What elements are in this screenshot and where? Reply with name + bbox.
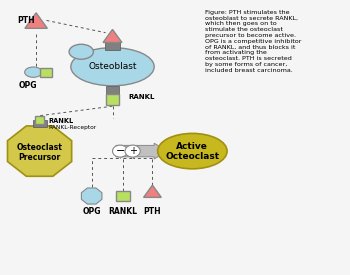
- Text: Precursor: Precursor: [19, 153, 61, 162]
- Text: Osteoclast: Osteoclast: [17, 142, 63, 152]
- Text: Octeoclast: Octeoclast: [165, 152, 219, 161]
- Text: RANKL: RANKL: [128, 94, 154, 100]
- Text: +: +: [129, 146, 137, 156]
- Ellipse shape: [71, 48, 154, 86]
- Bar: [35, 116, 44, 124]
- Ellipse shape: [69, 44, 93, 59]
- Ellipse shape: [158, 133, 227, 169]
- Polygon shape: [103, 29, 122, 43]
- Text: OPG: OPG: [82, 207, 101, 216]
- Text: −: −: [116, 146, 125, 156]
- Text: Osteoblast: Osteoblast: [88, 62, 137, 71]
- Polygon shape: [82, 188, 102, 204]
- Bar: [106, 86, 119, 94]
- Bar: [40, 68, 51, 77]
- Text: Figure: PTH stimulates the
osteoblast to secrete RANKL,
which then goes on to
st: Figure: PTH stimulates the osteoblast to…: [204, 10, 301, 73]
- Polygon shape: [7, 126, 72, 176]
- Text: RANKL-Receptor: RANKL-Receptor: [48, 125, 96, 130]
- Ellipse shape: [25, 67, 42, 77]
- Polygon shape: [144, 185, 161, 197]
- Polygon shape: [25, 13, 47, 28]
- Bar: [116, 191, 130, 201]
- FancyArrow shape: [116, 143, 167, 159]
- Bar: [106, 94, 119, 104]
- Text: OPG: OPG: [19, 81, 37, 90]
- Text: PTH: PTH: [17, 16, 35, 25]
- Text: PTH: PTH: [144, 207, 161, 216]
- Text: RANKL: RANKL: [108, 207, 138, 216]
- Text: RANKL: RANKL: [48, 118, 74, 124]
- Bar: [33, 120, 47, 127]
- Text: Active: Active: [176, 142, 208, 151]
- Bar: [105, 42, 120, 50]
- Circle shape: [112, 145, 128, 157]
- Circle shape: [125, 145, 140, 157]
